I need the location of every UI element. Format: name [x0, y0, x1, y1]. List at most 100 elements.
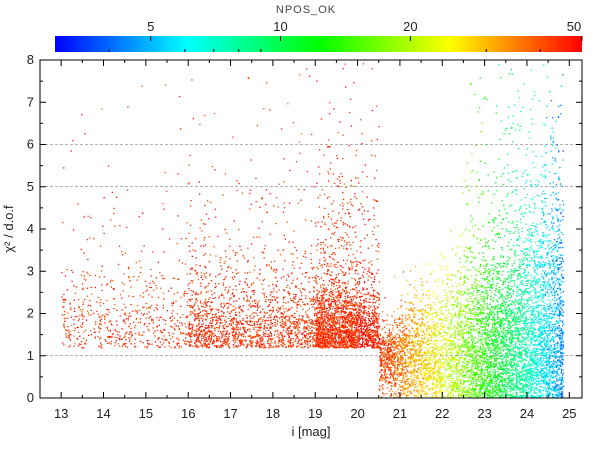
scatter-point — [362, 306, 364, 309]
scatter-point — [121, 338, 123, 340]
scatter-point — [472, 308, 474, 310]
scatter-point — [321, 320, 324, 322]
scatter-point — [193, 334, 195, 336]
scatter-point — [331, 308, 334, 310]
scatter-point — [504, 303, 506, 305]
scatter-point — [445, 339, 447, 341]
scatter-point — [466, 339, 468, 341]
scatter-point — [435, 391, 438, 393]
scatter-point — [381, 362, 383, 364]
scatter-point — [394, 361, 396, 363]
scatter-point — [530, 352, 532, 354]
scatter-point — [401, 390, 403, 392]
scatter-point — [99, 323, 101, 325]
scatter-point — [496, 288, 498, 290]
scatter-point — [220, 333, 223, 335]
scatter-point — [501, 368, 503, 371]
scatter-point — [522, 321, 524, 323]
scatter-point — [463, 305, 466, 307]
scatter-point — [553, 312, 555, 315]
scatter-point — [511, 339, 513, 342]
scatter-point — [532, 376, 534, 378]
scatter-point — [388, 329, 391, 332]
scatter-point — [478, 362, 480, 365]
scatter-point — [329, 334, 331, 336]
scatter-point — [328, 347, 330, 349]
scatter-point — [507, 383, 509, 386]
scatter-point — [472, 170, 474, 172]
scatter-point — [337, 343, 339, 345]
scatter-point — [331, 329, 333, 331]
scatter-point — [415, 321, 417, 323]
scatter-point — [533, 252, 535, 254]
scatter-point — [561, 301, 563, 303]
scatter-point — [478, 271, 480, 273]
scatter-point — [276, 321, 279, 323]
scatter-point — [346, 224, 348, 226]
scatter-point — [561, 370, 563, 372]
scatter-point — [248, 286, 250, 288]
scatter-point — [451, 391, 453, 393]
scatter-point — [547, 381, 549, 384]
scatter-point — [247, 299, 249, 302]
scatter-point — [356, 318, 359, 321]
scatter-point — [519, 129, 521, 131]
scatter-point — [487, 375, 489, 377]
scatter-point — [383, 374, 386, 376]
scatter-point — [149, 286, 151, 288]
scatter-point — [358, 332, 361, 335]
colorbar: NPOS_OK 5 10 20 50 — [55, 4, 583, 52]
scatter-point — [472, 294, 475, 297]
scatter-point — [547, 343, 549, 345]
scatter-point — [556, 210, 558, 212]
scatter-point — [562, 346, 564, 348]
scatter-point — [387, 353, 390, 356]
scatter-point — [433, 312, 435, 314]
scatter-point — [342, 68, 344, 70]
scatter-point — [472, 304, 474, 307]
scatter-point — [432, 321, 435, 323]
scatter-point — [343, 327, 345, 329]
scatter-point — [204, 204, 206, 207]
scatter-point — [308, 307, 311, 310]
scatter-point — [543, 123, 545, 125]
scatter-point — [493, 220, 495, 222]
scatter-point — [159, 316, 161, 319]
scatter-point — [62, 342, 64, 344]
scatter-point — [534, 262, 536, 265]
scatter-point — [537, 361, 539, 363]
scatter-point — [394, 363, 396, 365]
scatter-point — [247, 247, 249, 249]
scatter-point — [424, 353, 426, 355]
scatter-point — [556, 351, 559, 353]
scatter-point — [479, 361, 481, 363]
scatter-point — [423, 378, 425, 380]
scatter-point — [487, 348, 490, 350]
scatter-point — [473, 329, 475, 332]
scatter-point — [310, 319, 312, 321]
scatter-point — [531, 380, 534, 383]
scatter-point — [189, 273, 191, 275]
scatter-point — [407, 365, 409, 368]
scatter-point — [498, 277, 501, 280]
scatter-point — [486, 369, 489, 371]
scatter-point — [543, 214, 545, 216]
scatter-point — [168, 341, 170, 343]
scatter-point — [489, 389, 491, 391]
scatter-point — [440, 385, 442, 387]
scatter-point — [267, 340, 269, 342]
scatter-point — [433, 371, 436, 373]
scatter-point — [547, 359, 549, 361]
scatter-point — [416, 364, 418, 366]
scatter-point — [558, 115, 560, 118]
scatter-point — [515, 189, 518, 191]
scatter-point — [316, 283, 318, 285]
scatter-point — [488, 314, 490, 316]
scatter-point — [524, 317, 526, 320]
scatter-point — [213, 316, 216, 318]
scatter-point — [484, 353, 486, 355]
scatter-point — [423, 372, 425, 374]
scatter-point — [330, 326, 332, 328]
scatter-point — [518, 329, 520, 331]
scatter-point — [502, 377, 504, 379]
